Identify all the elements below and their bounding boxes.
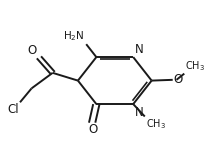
Text: N: N [135,43,144,55]
Text: CH$_3$: CH$_3$ [185,59,205,73]
Text: O: O [28,44,37,57]
Text: H$_2$N: H$_2$N [62,29,84,43]
Text: N: N [135,106,144,119]
Text: CH$_3$: CH$_3$ [146,117,166,131]
Text: Cl: Cl [7,103,19,116]
Text: O: O [89,124,98,136]
Text: O: O [174,73,183,86]
